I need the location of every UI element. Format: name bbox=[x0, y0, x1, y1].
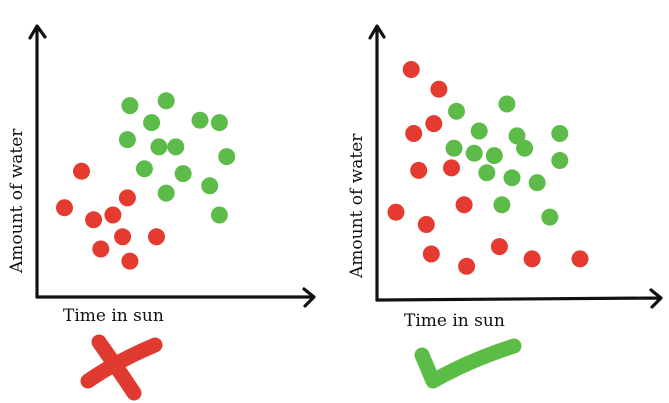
chart-left-y-axis-label: Amount of water bbox=[7, 128, 27, 274]
scatter-point-green bbox=[516, 139, 534, 157]
scatter-point-green bbox=[157, 92, 175, 110]
scatter-point-green bbox=[135, 160, 153, 178]
scatter-point-red bbox=[104, 206, 122, 224]
chart-left-points bbox=[56, 92, 236, 270]
scatter-point-green bbox=[465, 144, 483, 162]
scatter-point-green bbox=[493, 196, 511, 214]
chart-left-x-axis-label: Time in sun bbox=[63, 306, 164, 326]
scatter-point-red bbox=[114, 228, 132, 246]
scatter-point-red bbox=[455, 196, 473, 214]
scatter-point-green bbox=[541, 208, 559, 226]
scatter-point-green bbox=[174, 165, 192, 183]
scatter-point-red bbox=[417, 216, 435, 233]
scatter-point-green bbox=[470, 122, 488, 140]
chart-right-x-axis bbox=[375, 288, 663, 309]
scatter-point-red bbox=[443, 159, 460, 177]
scatter-point-green bbox=[498, 95, 516, 113]
chart-left-x-axis bbox=[35, 287, 316, 308]
scatter-point-green bbox=[218, 148, 236, 166]
scatter-point-red bbox=[405, 125, 423, 142]
scatter-point-green bbox=[210, 206, 228, 224]
scatter-point-green bbox=[210, 114, 228, 132]
scatter-point-red bbox=[490, 238, 508, 256]
scatter-point-red bbox=[410, 161, 428, 179]
chart-right-points bbox=[387, 61, 589, 275]
scatter-point-red bbox=[85, 211, 103, 229]
chart-right-x-axis-label: Time in sun bbox=[404, 311, 505, 331]
chart-left-y-axis bbox=[28, 24, 47, 299]
scatter-point-red bbox=[92, 240, 110, 258]
scatter-point-green bbox=[503, 169, 521, 187]
scatter-point-red bbox=[402, 61, 420, 78]
scatter-point-red bbox=[571, 250, 589, 268]
scatter-point-red bbox=[523, 250, 541, 268]
scatter-point-green bbox=[478, 164, 496, 182]
scatter-point-red bbox=[422, 245, 440, 263]
scatter-point-green bbox=[508, 127, 526, 145]
scatter-point-red bbox=[73, 162, 90, 180]
scatter-point-red bbox=[387, 203, 405, 221]
scatter-point-red bbox=[118, 189, 136, 207]
scatter-point-green bbox=[118, 131, 136, 149]
scatter-point-green bbox=[448, 102, 465, 120]
scatter-point-green bbox=[191, 111, 209, 129]
scatter-point-green bbox=[143, 114, 161, 132]
scatter-point-green bbox=[150, 138, 168, 156]
scatter-point-green bbox=[157, 184, 175, 202]
scatter-point-red bbox=[121, 252, 139, 270]
scatter-point-green bbox=[528, 174, 546, 192]
scatter-point-green bbox=[445, 139, 463, 157]
scatter-point-red bbox=[148, 228, 165, 246]
chart-right-y-axis bbox=[368, 24, 386, 302]
chart-right: Time in sun Amount of water bbox=[347, 24, 663, 331]
scatter-point-red bbox=[56, 199, 73, 217]
check-icon bbox=[414, 338, 522, 389]
chart-right-y-axis-label: Amount of water bbox=[347, 133, 367, 279]
scatter-point-green bbox=[551, 152, 569, 169]
scatter-point-green bbox=[201, 177, 219, 195]
scatter-point-green bbox=[121, 97, 139, 115]
chart-left: Time in sun Amount of water bbox=[7, 24, 316, 326]
cross-icon bbox=[80, 334, 163, 401]
scatter-point-green bbox=[167, 138, 185, 156]
scatter-point-red bbox=[458, 257, 476, 275]
scatter-point-green bbox=[485, 147, 503, 165]
scatter-point-green bbox=[551, 125, 569, 142]
scatter-point-red bbox=[425, 115, 443, 133]
scatter-point-red bbox=[430, 80, 448, 98]
